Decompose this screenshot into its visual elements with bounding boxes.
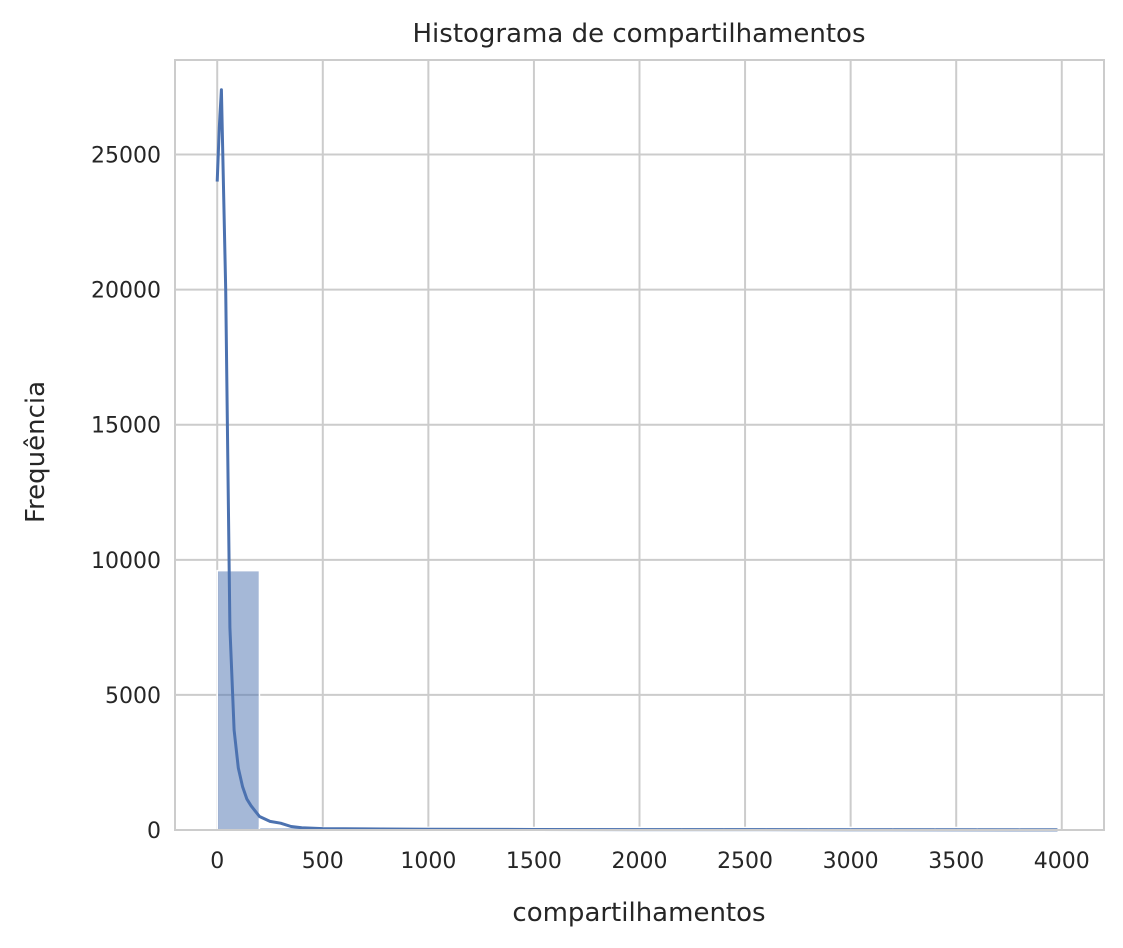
x-tick-label: 3000 xyxy=(823,849,879,874)
x-tick-label: 2000 xyxy=(612,849,668,874)
chart-title: Histograma de compartilhamentos xyxy=(413,19,866,49)
y-tick-label: 5000 xyxy=(105,684,161,709)
histogram-bar xyxy=(216,569,261,831)
histogram-bars xyxy=(216,569,1059,831)
x-tick-label: 2500 xyxy=(717,849,773,874)
x-tick-label: 4000 xyxy=(1034,849,1090,874)
x-tick-label: 1000 xyxy=(400,849,456,874)
y-tick-label: 15000 xyxy=(91,414,161,439)
grid-lines xyxy=(175,60,1104,831)
y-tick-label: 0 xyxy=(147,819,161,844)
x-tick-labels: 0 500 1000 1500 2000 2500 3000 3500 4000 xyxy=(210,849,1090,874)
x-tick-label: 0 xyxy=(210,849,224,874)
kde-curve xyxy=(215,88,1058,832)
y-tick-label: 10000 xyxy=(91,549,161,574)
y-tick-label: 25000 xyxy=(91,144,161,169)
y-axis-label: Frequência xyxy=(21,381,51,523)
kde-line xyxy=(215,88,1058,832)
x-axis-label: compartilhamentos xyxy=(512,898,765,928)
x-tick-label: 500 xyxy=(302,849,344,874)
plot-frame xyxy=(174,59,1105,831)
y-tick-labels: 0 5000 10000 15000 20000 25000 xyxy=(91,144,161,844)
x-tick-label: 3500 xyxy=(928,849,984,874)
y-tick-label: 20000 xyxy=(91,279,161,304)
x-tick-label: 1500 xyxy=(506,849,562,874)
